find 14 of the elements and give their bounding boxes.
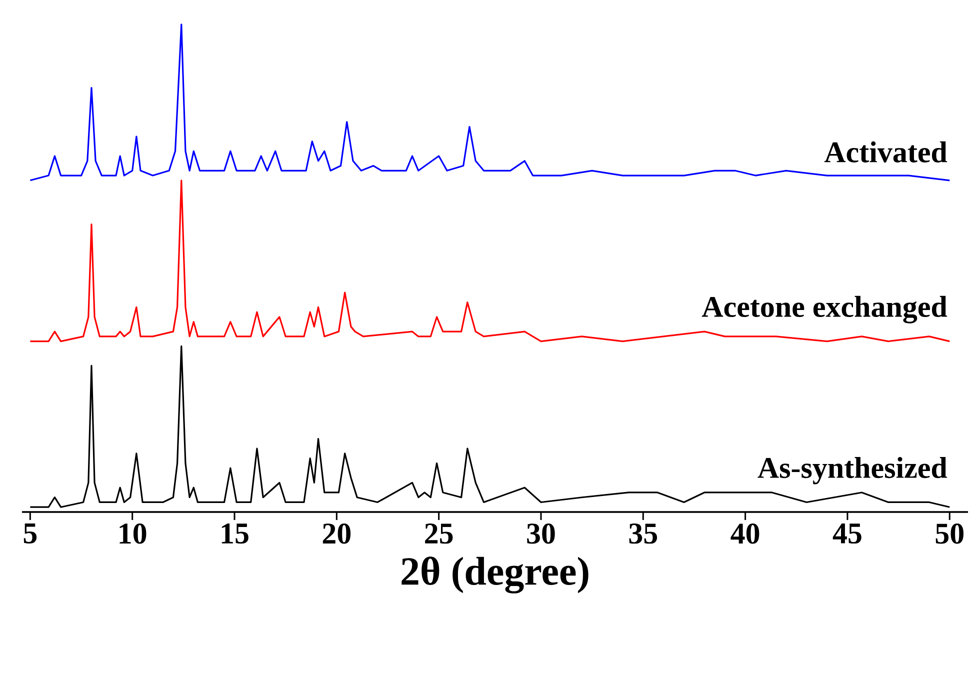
series-label: Acetone exchanged	[702, 296, 948, 324]
x-tick-label: 35	[629, 524, 658, 544]
x-axis-title: 2θ (degree)	[402, 556, 588, 594]
x-tick-label: 50	[936, 524, 964, 544]
x-tick-label: 15	[222, 524, 248, 544]
x-tick-label: 10	[120, 524, 146, 544]
x-tick-label: 30	[527, 524, 555, 544]
x-tick-label: 45	[832, 524, 862, 544]
series-label: Activated	[824, 141, 948, 162]
x-tick-label: 5	[24, 524, 37, 544]
x-tick-label: 40	[730, 524, 760, 544]
series-label: As-synthesized	[758, 456, 948, 484]
x-tick-label: 25	[425, 524, 453, 544]
x-tick-label: 20	[322, 524, 351, 544]
